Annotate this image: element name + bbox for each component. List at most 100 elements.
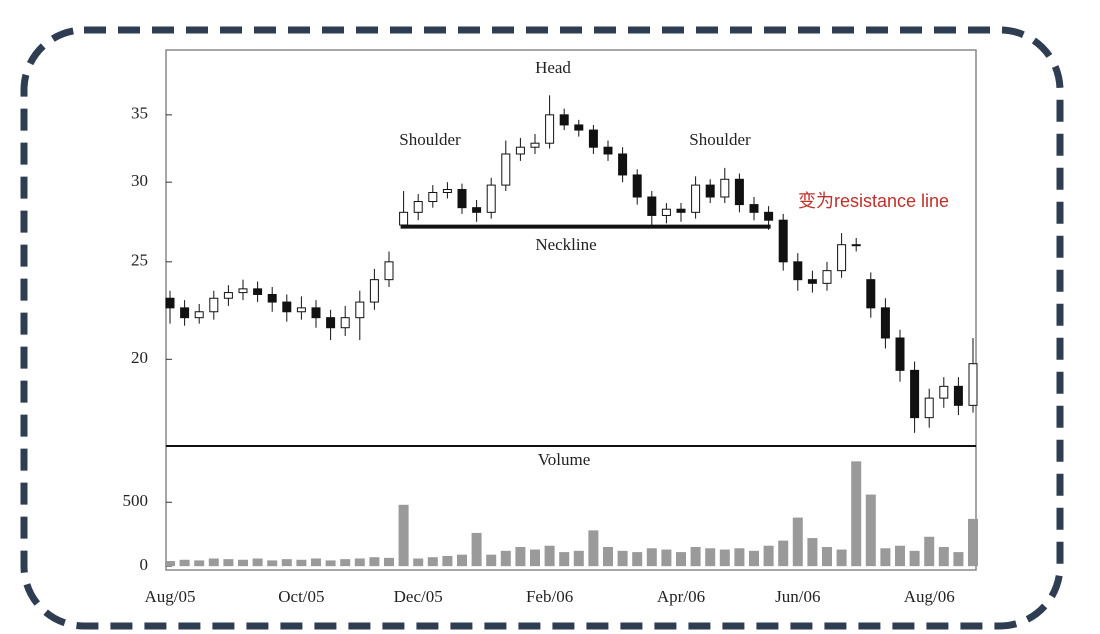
- volume-bar: [194, 560, 205, 567]
- volume-bar: [384, 557, 394, 567]
- candle-body: [326, 317, 336, 329]
- candle-body: [749, 204, 759, 213]
- candle-body: [676, 208, 686, 213]
- candle-body: [851, 244, 861, 247]
- candle-body: [953, 385, 963, 406]
- volume-bar: [851, 461, 862, 567]
- volume-bar: [909, 550, 920, 567]
- volume-bar: [311, 558, 321, 567]
- candle-body: [515, 146, 525, 155]
- candle-body: [691, 184, 701, 213]
- candle-body: [939, 385, 949, 399]
- volume-bar: [836, 549, 847, 567]
- candle-body: [545, 114, 555, 144]
- volume-bar: [792, 517, 803, 567]
- volume-bar: [500, 550, 511, 567]
- candle-body: [355, 301, 365, 319]
- x-tick-label: Dec/05: [394, 587, 443, 606]
- volume-bar: [413, 558, 424, 567]
- candle-body: [530, 142, 540, 148]
- volume-bar: [924, 536, 935, 567]
- volume-bar: [165, 561, 175, 567]
- candle-body: [837, 244, 847, 272]
- candle-body: [296, 307, 306, 313]
- candle-body: [588, 129, 598, 148]
- candle-body: [895, 337, 905, 371]
- candle-body: [267, 293, 277, 303]
- candle-body: [910, 369, 920, 419]
- volume-bar: [296, 559, 307, 567]
- candle-body: [457, 189, 467, 209]
- x-tick-label: Jun/06: [775, 587, 820, 606]
- volume-title: Volume: [538, 450, 591, 469]
- annotation: Shoulder: [399, 130, 461, 149]
- candle-body: [764, 211, 774, 221]
- volume-bar: [208, 558, 219, 567]
- volume-bar: [398, 504, 409, 567]
- volume-bar: [938, 546, 949, 567]
- candle-body: [209, 297, 219, 313]
- candle-body: [559, 114, 569, 126]
- volume-bar: [632, 552, 643, 567]
- candle-body: [822, 270, 832, 284]
- y-tick-label: 0: [140, 555, 149, 574]
- candle-body: [720, 178, 730, 198]
- x-tick-label: Aug/06: [904, 587, 955, 606]
- volume-bar: [530, 549, 540, 567]
- candle-body: [253, 288, 263, 295]
- volume-bar: [486, 554, 497, 567]
- candle-body: [311, 307, 321, 319]
- y-tick-label: 25: [131, 251, 148, 270]
- volume-bar: [807, 538, 818, 567]
- candle-body: [413, 201, 423, 213]
- candle-body: [924, 397, 934, 419]
- volume-bar: [822, 546, 832, 567]
- x-tick-label: Apr/06: [657, 587, 705, 606]
- volume-bar: [515, 546, 526, 567]
- volume-bar: [573, 550, 584, 567]
- volume-bar: [544, 545, 555, 567]
- candle-body: [632, 174, 642, 198]
- candle-body: [442, 189, 452, 193]
- volume-bar: [354, 558, 365, 567]
- volume-bar: [179, 559, 190, 567]
- volume-bar: [880, 548, 891, 567]
- y-tick-label: 30: [131, 171, 148, 190]
- annotation: 变为resistance line: [798, 191, 949, 211]
- x-tick-label: Feb/06: [526, 587, 573, 606]
- volume-bar: [369, 557, 380, 567]
- volume-bar: [442, 555, 453, 567]
- volume-bar: [281, 559, 292, 567]
- candle-body: [734, 178, 744, 206]
- candle-body: [238, 288, 248, 294]
- volume-bar: [749, 550, 759, 567]
- annotation: Head: [535, 58, 571, 77]
- volume-bar: [865, 494, 876, 567]
- volume-bar: [223, 559, 234, 567]
- volume-bar: [617, 550, 628, 567]
- volume-bar: [267, 560, 278, 567]
- candle-body: [428, 191, 438, 203]
- candle-body: [369, 279, 379, 303]
- candle-body: [194, 311, 204, 319]
- candle-body: [472, 207, 482, 213]
- candle-body: [180, 307, 190, 319]
- candle-body: [968, 363, 978, 406]
- volume-bar: [603, 546, 613, 567]
- volume-bar: [676, 552, 686, 567]
- volume-bar: [238, 559, 248, 567]
- volume-bar: [763, 545, 774, 567]
- candle-body: [603, 146, 613, 155]
- volume-bar: [588, 530, 599, 567]
- volume-bar: [427, 557, 438, 567]
- y-tick-label: 35: [131, 104, 148, 123]
- volume-bar: [734, 548, 745, 567]
- volume-bar: [719, 549, 730, 567]
- volume-bar: [705, 548, 716, 567]
- neckline-label: Neckline: [535, 235, 596, 254]
- frame-border: [20, 26, 1064, 630]
- volume-bar: [968, 518, 978, 567]
- volume-bar: [457, 554, 467, 567]
- x-tick-label: Aug/05: [145, 587, 196, 606]
